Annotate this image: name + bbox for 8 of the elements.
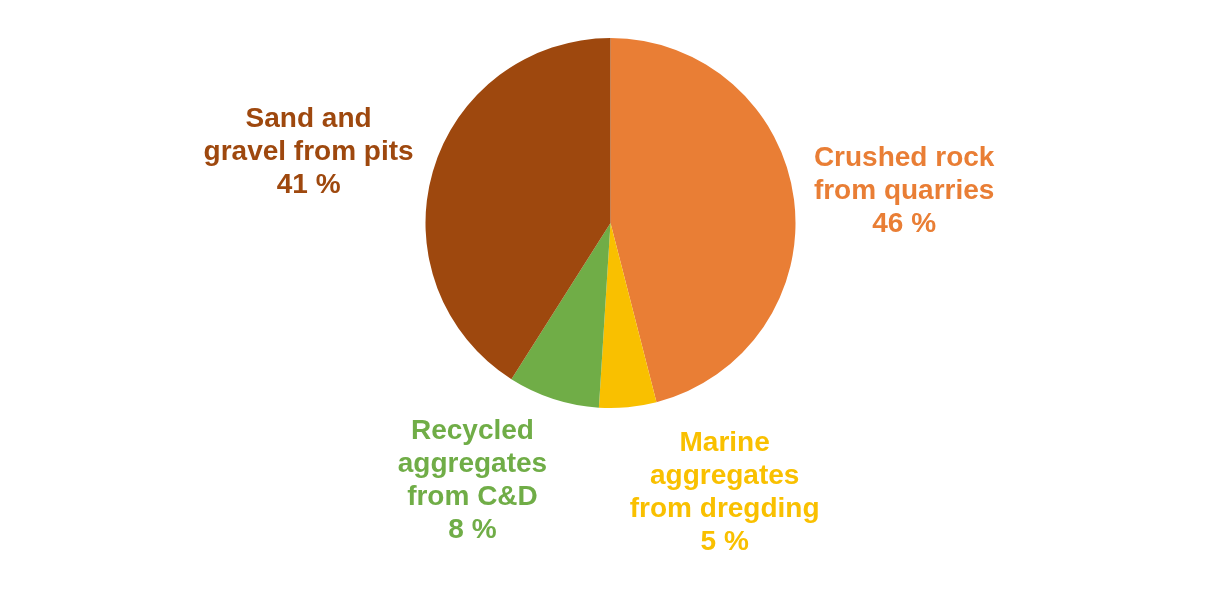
data-label: 41 % <box>276 167 341 199</box>
data-label: 5 % <box>700 525 749 557</box>
data-label: 8 % <box>448 512 497 544</box>
slice-label: Recycled aggregates from C&D <box>397 413 548 511</box>
data-label: 46 % <box>872 206 937 238</box>
slice-label: Marine aggregates from dregding <box>629 426 820 524</box>
slice-label: Crushed rock from quarries <box>813 140 995 205</box>
slice-label: Sand and gravel from pits <box>203 101 414 166</box>
